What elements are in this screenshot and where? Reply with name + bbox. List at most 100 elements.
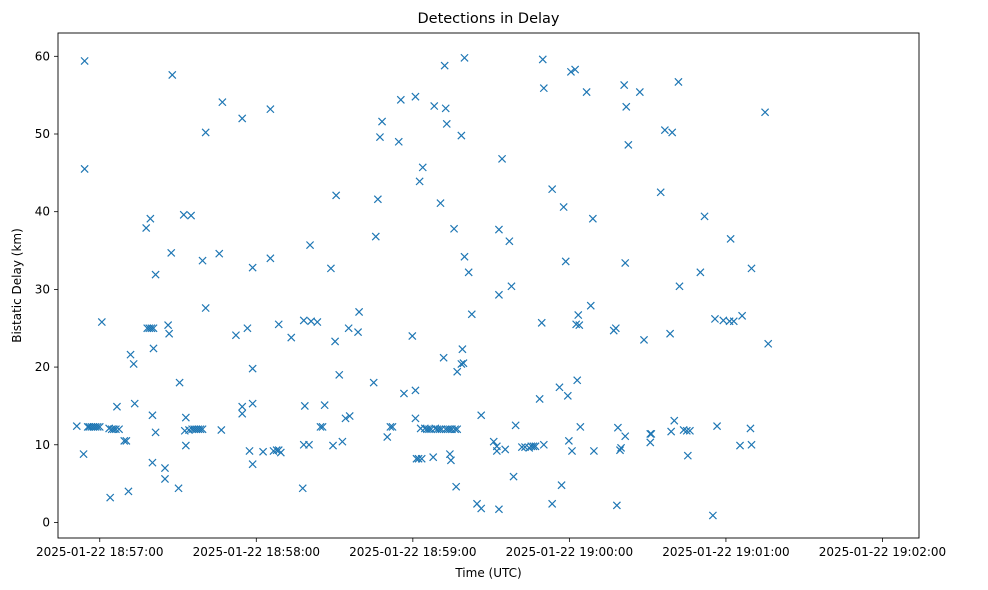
scatter-point [120,436,129,445]
scatter-point [682,426,691,435]
scatter-point [418,163,427,172]
scatter-point [451,425,460,434]
scatter-point [248,460,257,469]
scatter-point [612,501,621,510]
scatter-point [345,411,354,421]
scatter-point [511,421,520,430]
scatter-point [149,324,158,333]
scatter-point [316,422,325,431]
scatter-point [300,401,309,410]
scatter-point [313,317,322,327]
scatter-point [446,456,455,465]
scatter-point [198,425,207,434]
scatter-point [458,345,467,354]
scatter-point [83,422,92,431]
scatter-point [747,440,756,449]
x-tick-label: 2025-01-22 18:58:00 [193,545,320,559]
scatter-point [304,440,314,449]
scatter-point [388,422,397,431]
scatter-point [238,114,247,123]
scatter-point [386,422,395,431]
scatter-point [563,391,572,400]
scatter-point [509,472,518,481]
scatter-point [453,367,462,376]
scatter-point [299,316,308,325]
scatter-point [164,321,173,330]
scatter-point [122,436,131,445]
scatter-point [79,450,88,459]
scatter-point [287,333,296,342]
scatter-point [149,344,158,353]
scatter-point [548,499,557,508]
scatter-point [494,290,503,299]
y-tick-label: 20 [35,360,50,374]
scatter-point [588,214,597,223]
scatter-point [147,324,156,333]
scatter-point [142,223,151,233]
scatter-point [179,210,188,219]
y-tick-label: 50 [35,127,50,141]
scatter-point [567,446,577,456]
scatter-point [167,248,176,257]
scatter-point [115,425,124,434]
scatter-point [408,331,417,341]
scatter-point [248,263,257,272]
scatter-point [708,511,717,520]
scatter-point [538,55,547,64]
scatter-point [589,446,598,456]
scatter-point [621,258,630,267]
scatter-point [621,432,630,441]
scatter-point [647,429,656,438]
scatter-point [344,324,353,333]
scatter-point [215,249,224,258]
scatter-point [464,268,473,277]
scatter-point [411,414,420,423]
scatter-point [332,191,341,200]
scatter-point [411,92,420,101]
scatter-point [129,359,138,368]
scatter-point [394,137,403,146]
scatter-point [683,451,692,460]
scatter-point [231,331,240,340]
scatter-point [130,399,139,408]
scatter-point [746,424,755,433]
scatter-point [761,108,770,117]
scatter-point [371,232,380,241]
scatter-point [274,320,283,329]
scatter-point [457,131,466,140]
x-tick-label: 2025-01-22 19:00:00 [506,545,633,559]
scatter-point [148,411,157,420]
scatter-point [266,254,275,263]
scatter-point [498,154,507,163]
scatter-point [700,212,709,221]
scatter-point [670,416,679,425]
scatter-point [445,450,454,459]
scatter-point [355,307,364,316]
scatter-point [338,437,347,446]
scatter-point [383,432,392,442]
scatter-point [435,425,444,434]
scatter-point [326,264,335,273]
y-tick-label: 30 [35,282,50,296]
scatter-point [298,484,307,493]
x-axis-title: Time (UTC) [454,566,521,580]
scatter-point [747,264,756,273]
scatter-point [622,102,631,111]
y-tick-label: 40 [35,205,50,219]
scatter-point [266,105,275,114]
scatter-point [415,177,424,186]
scatter-point [492,446,501,456]
scatter-point [411,386,420,395]
scatter-point [160,474,169,483]
scatter-point [146,214,155,223]
scatter-point [537,318,546,327]
scatter-point [572,320,581,329]
scatter-point [399,389,408,398]
scatter-point [243,324,252,333]
scatter-point [611,324,620,333]
scatter-point [685,426,694,435]
scatter-point [507,282,516,291]
y-tick-label: 10 [35,438,50,452]
scatter-point [72,422,81,431]
